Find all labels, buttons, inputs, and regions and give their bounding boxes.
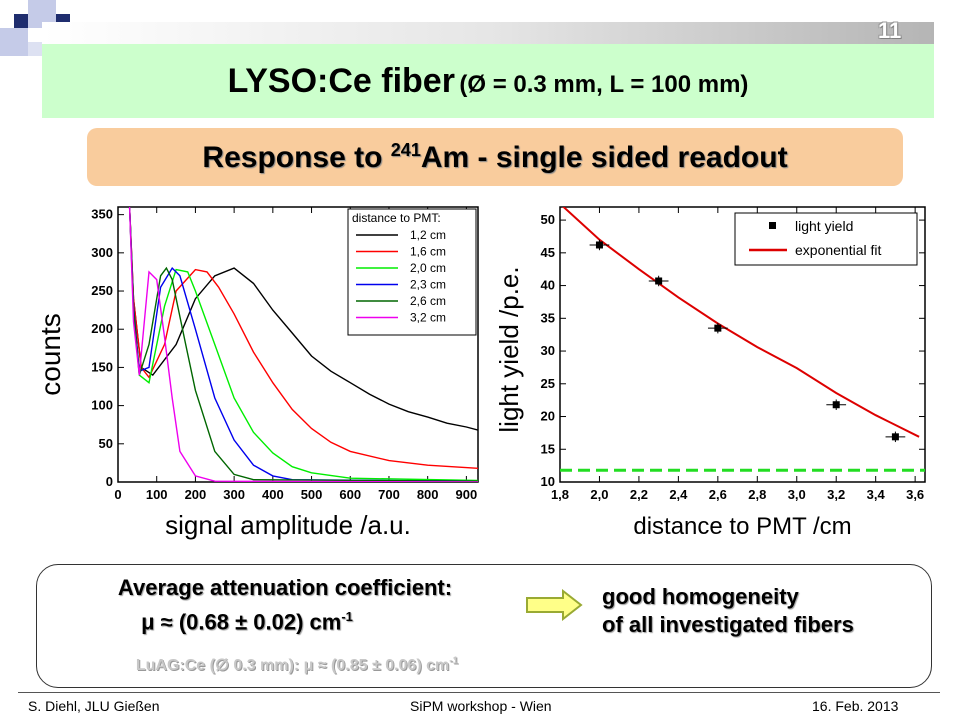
attenuation-title: Average attenuation coefficient: — [117, 575, 453, 600]
y-axis-label: counts — [35, 313, 66, 396]
footer-date: 16. Feb. 2013 — [812, 698, 899, 714]
x-tick-label: 200 — [185, 487, 207, 502]
x-tick-label: 3,4 — [867, 487, 886, 502]
conclusion-line2: of all investigated fibers — [602, 612, 854, 637]
header-gradient-bar — [42, 22, 934, 44]
subtitle: Response to 241Am - single sided readout — [87, 140, 903, 175]
y-tick-label: 250 — [91, 283, 113, 298]
y-tick-label: 25 — [541, 376, 555, 391]
legend-entry: light yield — [795, 218, 853, 234]
spectrum-chart: 0 100 200 300 400 500 600 700 800 900 0 50 100 150 200… — [35, 206, 479, 540]
data-point — [714, 324, 722, 332]
corner-square-navy — [14, 14, 28, 28]
x-axis-label: distance to PMT /cm — [633, 513, 851, 540]
y-tick-label: 35 — [541, 310, 555, 325]
legend-box — [347, 208, 477, 336]
data-point — [655, 277, 663, 285]
legend-entry: 2,6 cm — [410, 294, 446, 308]
y-tick-label: 50 — [99, 436, 113, 451]
legend-entry: exponential fit — [795, 242, 882, 258]
title-sub: (Ø = 0.3 mm, L = 100 mm) — [459, 71, 749, 98]
fit-line — [562, 207, 920, 438]
y-tick-label: 40 — [541, 278, 555, 293]
subtitle-isotope-mass: 241 — [390, 140, 421, 160]
conclusion: good homogeneity of all investigated fib… — [602, 583, 854, 639]
series-line — [128, 207, 478, 482]
attenuation-value: μ ≈ (0.68 ± 0.02) cm-1 — [77, 609, 417, 635]
x-tick-label: 100 — [146, 487, 168, 502]
series-line — [128, 207, 478, 431]
y-axis-label: light yield /p.e. — [494, 266, 524, 432]
series-line — [128, 207, 478, 482]
light-yield-chart: 1,8 2,0 2,2 2,4 2,6 2,8 3,0 3,2 3,4 3,6 10 15 20 25 30… — [494, 206, 926, 540]
x-tick-label: 1,8 — [551, 487, 569, 502]
x-tick-label: 800 — [417, 487, 439, 502]
corner-square-light — [28, 42, 42, 56]
legend-entry: 3,2 cm — [410, 311, 446, 325]
legend-title: distance to PMT: — [352, 211, 441, 225]
x-tick-label: 3,0 — [788, 487, 806, 502]
conclusion-line1: good homogeneity — [602, 584, 799, 609]
legend-entry: 2,0 cm — [410, 261, 446, 275]
legend-entry: 1,2 cm — [410, 228, 446, 242]
data-point — [595, 241, 603, 249]
title-band: LYSO:Ce fiber (Ø = 0.3 mm, L = 100 mm) — [42, 44, 934, 118]
x-tick-label: 2,8 — [748, 487, 766, 502]
y-tick-label: 45 — [541, 245, 555, 260]
y-tick-label: 350 — [91, 207, 113, 222]
data-point — [832, 401, 840, 409]
subtitle-pre: Response to — [202, 141, 391, 174]
x-tick-label: 900 — [456, 487, 478, 502]
footer-divider — [18, 692, 940, 693]
x-tick-label: 0 — [114, 487, 121, 502]
summary-box: Average attenuation coefficient: μ ≈ (0.… — [36, 564, 932, 688]
x-tick-label: 3,2 — [827, 487, 845, 502]
x-tick-label: 2,6 — [709, 487, 727, 502]
legend-swatch — [769, 222, 776, 229]
right-arrow-icon — [526, 589, 583, 621]
x-tick-label: 700 — [378, 487, 400, 502]
y-tick-label: 150 — [91, 359, 113, 374]
slide-title: LYSO:Ce fiber (Ø = 0.3 mm, L = 100 mm) — [42, 62, 934, 101]
series-line — [128, 207, 478, 469]
x-tick-label: 600 — [339, 487, 361, 502]
y-tick-label: 30 — [541, 343, 555, 358]
page-number: 11 — [878, 18, 902, 43]
x-tick-label: 3,6 — [906, 487, 924, 502]
plot-frame — [559, 206, 926, 483]
y-tick-label: 200 — [91, 321, 113, 336]
legend-box — [734, 212, 918, 266]
y-tick-label: 10 — [541, 474, 555, 489]
y-tick-label: 0 — [106, 474, 113, 489]
footer-author: S. Diehl, JLU Gießen — [28, 698, 160, 714]
y-tick-label: 100 — [91, 398, 113, 413]
y-tick-label: 20 — [541, 409, 555, 424]
subtitle-box: Response to 241Am - single sided readout — [87, 128, 903, 186]
x-tick-label: 400 — [262, 487, 284, 502]
x-tick-label: 300 — [223, 487, 245, 502]
subtitle-post: Am - single sided readout — [420, 141, 788, 174]
data-point — [891, 433, 899, 441]
x-tick-label: 500 — [301, 487, 323, 502]
title-main: LYSO:Ce fiber — [227, 62, 455, 100]
x-axis-label: signal amplitude /a.u. — [165, 510, 411, 540]
luag-comparison: LuAG:Ce (∅ 0.3 mm): μ ≈ (0.85 ± 0.06) cm… — [82, 655, 512, 675]
y-tick-label: 50 — [541, 212, 555, 227]
footer-event: SiPM workshop - Wien — [410, 698, 552, 714]
x-tick-label: 2,4 — [669, 487, 688, 502]
luag-exponent: -1 — [449, 655, 459, 667]
legend-entry: 2,3 cm — [410, 278, 446, 292]
luag-text: LuAG:Ce (∅ 0.3 mm): μ ≈ (0.85 ± 0.06) cm — [135, 657, 450, 674]
attenuation-exponent: -1 — [341, 609, 353, 624]
y-tick-label: 300 — [91, 245, 113, 260]
y-tick-label: 15 — [541, 441, 555, 456]
legend-entry: 1,6 cm — [410, 245, 446, 259]
x-tick-label: 2,2 — [630, 487, 648, 502]
attenuation-value-text: μ ≈ (0.68 ± 0.02) cm — [141, 609, 342, 635]
corner-square-light — [0, 28, 28, 56]
x-tick-label: 2,0 — [590, 487, 608, 502]
